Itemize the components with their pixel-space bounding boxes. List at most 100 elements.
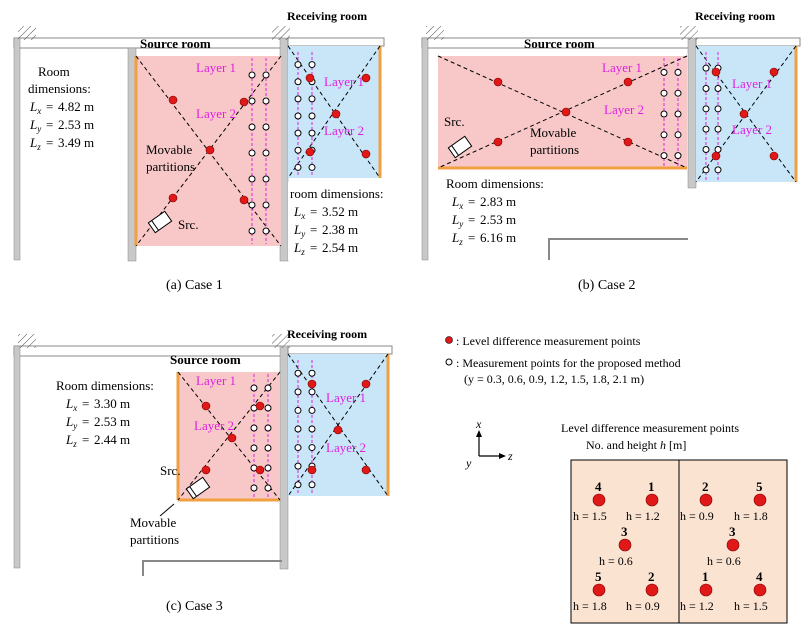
proposed-point — [294, 388, 302, 396]
proposed-point — [262, 149, 270, 157]
proposed-point — [308, 369, 316, 377]
case1-caption: (a) Case 1 — [166, 278, 223, 293]
level-point — [307, 465, 317, 475]
level-point — [561, 107, 571, 117]
case1-source-ly: Ly = 2.53 m — [29, 117, 94, 134]
svg-text:Lx: Lx — [65, 396, 77, 413]
case3-receiving-room-label: Receiving room — [287, 327, 367, 341]
level-point — [239, 97, 249, 107]
proposed-point — [248, 71, 256, 79]
proposed-point — [660, 89, 668, 97]
case2-caption: (b) Case 2 — [578, 278, 636, 293]
inset-right-point-no: 1 — [702, 569, 709, 584]
proposed-point — [294, 406, 302, 414]
inset-panel: Level difference measurement points No. … — [561, 421, 788, 624]
proposed-point — [262, 123, 270, 131]
inset-left-point-height: h = 1.8 — [573, 599, 607, 613]
proposed-point — [674, 68, 682, 76]
case2-movable-label-1: Movable — [530, 125, 576, 140]
proposed-point — [714, 125, 722, 133]
proposed-point — [674, 110, 682, 118]
proposed-point — [294, 163, 302, 171]
svg-text:Ly: Ly — [451, 212, 463, 229]
level-point — [361, 379, 371, 389]
proposed-point — [714, 166, 722, 174]
inset-left-point-3 — [618, 538, 632, 552]
case2-layer1-label: Layer 1 — [602, 60, 642, 75]
hatch-mark-case1-left — [18, 26, 36, 40]
case3-caption: (c) Case 3 — [166, 599, 223, 614]
level-point — [307, 379, 317, 389]
case3-movable-label-1: Movable — [130, 515, 176, 530]
case3-src-label: Src. — [160, 463, 181, 478]
level-point — [493, 77, 503, 87]
case3-layer2-label-receiving: Layer 2 — [326, 440, 366, 455]
case2-layer2-label-receiving: Layer 2 — [732, 122, 772, 137]
case2-layer1-label-receiving: Layer 1 — [732, 76, 772, 91]
proposed-point — [294, 425, 302, 433]
hatch-mark-case2-right — [680, 26, 698, 40]
case1-receiving-room-label: Receiving room — [287, 9, 367, 23]
axis-y-label: y — [465, 456, 472, 470]
case3-source-room-label: Source room — [170, 352, 241, 367]
speaker-icon — [447, 135, 473, 159]
proposed-point — [264, 384, 272, 392]
proposed-point — [308, 425, 316, 433]
hatch-mark-case2-left — [426, 26, 444, 40]
case3-source-lx: Lx = 3.30 m — [65, 396, 130, 413]
proposed-point — [702, 125, 710, 133]
legend-proposed-heights: (y = 0.3, 0.6, 0.9, 1.2, 1.5, 1.8, 2.1 m… — [464, 372, 644, 386]
proposed-point — [264, 444, 272, 452]
inset-left-point-height: h = 1.5 — [573, 509, 607, 523]
axis-x-label: x — [475, 417, 482, 431]
inset-right-point-height: h = 0.6 — [707, 554, 741, 568]
proposed-point — [262, 201, 270, 209]
level-point — [305, 147, 315, 157]
proposed-point — [250, 384, 258, 392]
case3-panel: Source room Receiving room Room dimensio… — [13, 327, 393, 614]
case3-source-ly: Ly = 2.53 m — [65, 414, 130, 431]
case3-layer1-label-receiving: Layer 1 — [326, 390, 366, 405]
proposed-point — [262, 71, 270, 79]
case3-layer2-label: Layer 2 — [194, 418, 234, 433]
inset-right-point-no: 2 — [702, 479, 709, 494]
proposed-point — [660, 152, 668, 160]
case2-dims-title: Room dimensions: — [446, 176, 544, 191]
svg-text:Lz: Lz — [29, 135, 41, 152]
hatch-mark-case3-right — [272, 334, 290, 348]
inset-title-1: Level difference measurement points — [561, 421, 739, 435]
svg-text:2.53 m: 2.53 m — [58, 117, 94, 132]
svg-text:=: = — [46, 117, 53, 132]
level-point — [623, 137, 633, 147]
proposed-point — [702, 146, 710, 153]
proposed-point — [248, 175, 256, 183]
proposed-point — [248, 227, 256, 235]
measurement-points — [168, 61, 779, 492]
level-point — [623, 77, 633, 87]
proposed-point — [702, 85, 710, 92]
legend: : Level difference measurement points : … — [445, 334, 681, 386]
proposed-point — [264, 424, 272, 432]
level-point-legend-marker — [445, 336, 453, 344]
svg-text:2.44 m: 2.44 m — [94, 432, 130, 447]
proposed-point — [660, 110, 668, 118]
proposed-point — [294, 444, 302, 452]
svg-text:Lz: Lz — [65, 432, 77, 449]
case2-layer2-label: Layer 2 — [604, 102, 644, 117]
proposed-point — [308, 406, 316, 414]
level-point — [227, 433, 237, 443]
level-point — [333, 425, 343, 435]
case3-source-lz: Lz = 2.44 m — [65, 432, 130, 449]
proposed-point — [294, 61, 302, 69]
inset-left-point-2 — [645, 493, 659, 507]
inset-right-point-4 — [699, 583, 713, 597]
inset-left-point-no: 2 — [648, 569, 655, 584]
case1-dims-title-2: dimensions: — [28, 81, 91, 96]
inset-right-point-height: h = 1.8 — [734, 509, 768, 523]
case2-panel: Source room Receiving room Layer 1 Layer… — [421, 9, 801, 293]
proposed-point — [294, 462, 302, 470]
hatch-mark-case1-right — [272, 26, 290, 40]
proposed-point — [264, 484, 272, 492]
inset-right-point-no: 5 — [756, 479, 763, 494]
svg-text:3.52 m: 3.52 m — [322, 204, 358, 219]
